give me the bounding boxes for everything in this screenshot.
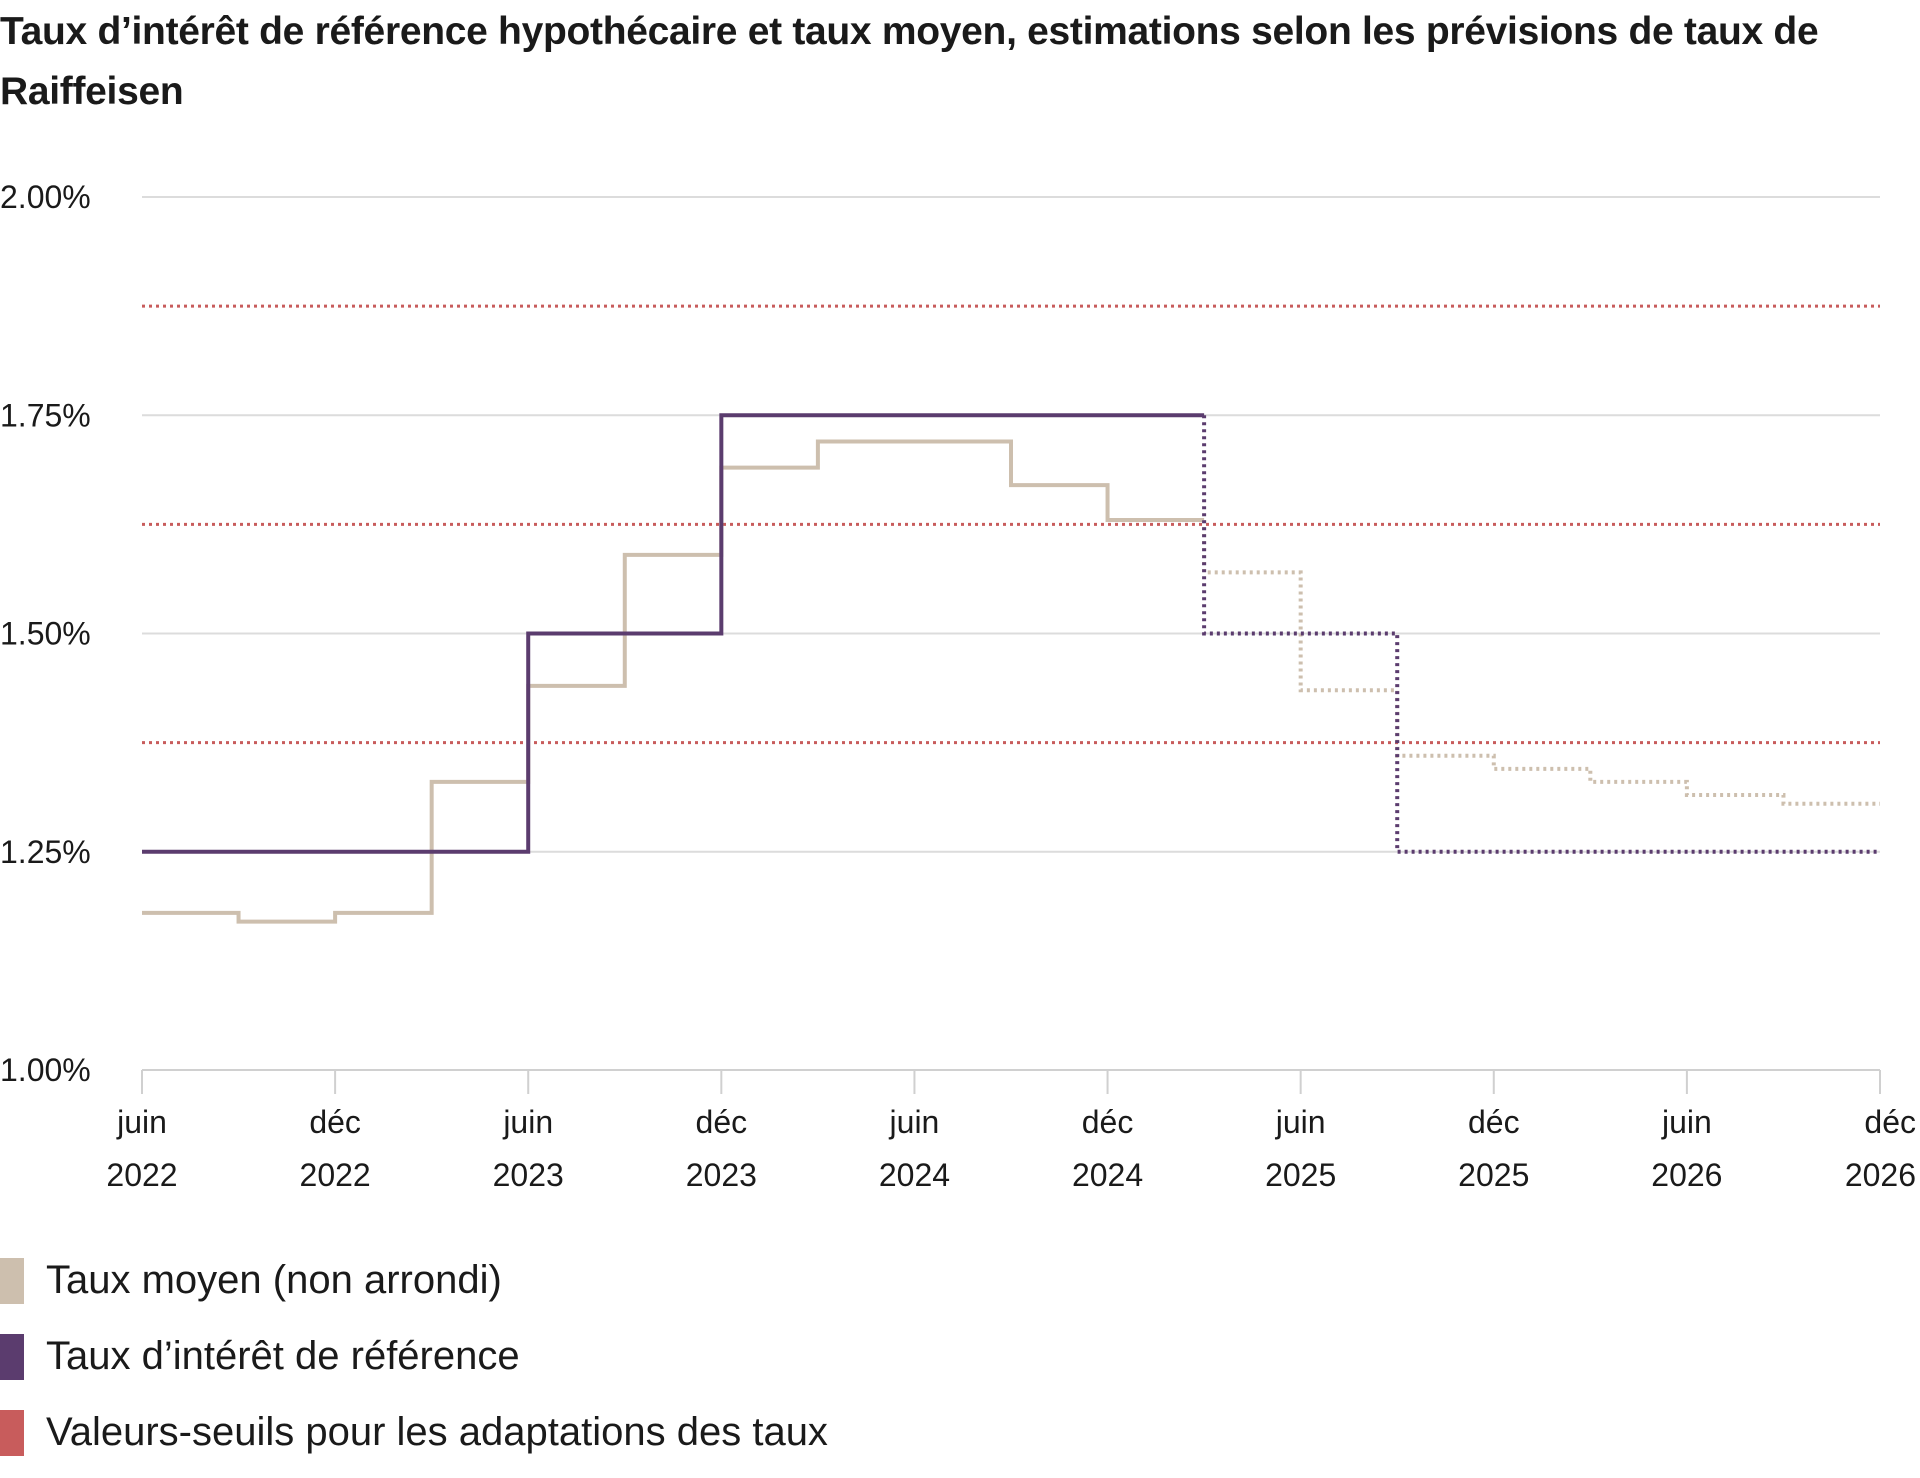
x-tick-label: juin	[1275, 1104, 1326, 1140]
x-tick-label: juin	[1661, 1104, 1712, 1140]
legend-label-taux-reference: Taux d’intérêt de référence	[46, 1334, 520, 1378]
x-tick-label: 2025	[1265, 1157, 1336, 1193]
y-tick-label: 1.25%	[0, 834, 91, 870]
legend-label-valeurs-seuils: Valeurs-seuils pour les adaptations des …	[46, 1410, 828, 1454]
y-tick-label: 1.75%	[0, 397, 91, 433]
x-tick-label: déc	[1864, 1104, 1916, 1140]
x-tick-label: juin	[889, 1104, 940, 1140]
x-tick-label: 2026	[1845, 1157, 1916, 1193]
y-tick-label: 1.50%	[0, 616, 91, 652]
legend-swatch-valeurs-seuils	[0, 1410, 24, 1456]
reference-rate-line	[142, 413, 1205, 854]
x-tick-label: 2025	[1458, 1157, 1529, 1193]
x-tick-label: déc	[1468, 1104, 1520, 1140]
x-tick-label: déc	[1082, 1104, 1134, 1140]
x-tick-label: juin	[116, 1104, 167, 1140]
threshold-lines	[142, 304, 1880, 745]
x-tick-label: 2023	[493, 1157, 564, 1193]
average-rate-forecast-line	[1202, 520, 1880, 806]
x-tick-label: 2022	[106, 1157, 177, 1193]
legend-label-taux-moyen: Taux moyen (non arrondi)	[46, 1258, 502, 1302]
average-rate-line	[142, 439, 1205, 924]
x-tick-label: juin	[502, 1104, 553, 1140]
chart-title: Taux d’intérêt de référence hypothécaire…	[0, 10, 1819, 113]
axes: 1.00% 1.25% 1.50% 1.75% 2.00% juin 2022 déc 2022…	[0, 179, 1916, 1193]
x-tick-label: 2022	[300, 1157, 371, 1193]
x-tick-label: 2023	[686, 1157, 757, 1193]
legend-swatch-taux-reference	[0, 1334, 24, 1380]
legend-swatch-taux-moyen	[0, 1258, 24, 1304]
x-tick-label: 2026	[1651, 1157, 1722, 1193]
series-lines	[142, 413, 1880, 924]
x-tick-label: déc	[696, 1104, 748, 1140]
x-tick-label: 2024	[879, 1157, 950, 1193]
y-tick-label: 1.00%	[0, 1052, 91, 1088]
x-tick-label: déc	[309, 1104, 361, 1140]
y-tick-label: 2.00%	[0, 179, 91, 215]
x-tick-label: 2024	[1072, 1157, 1143, 1193]
